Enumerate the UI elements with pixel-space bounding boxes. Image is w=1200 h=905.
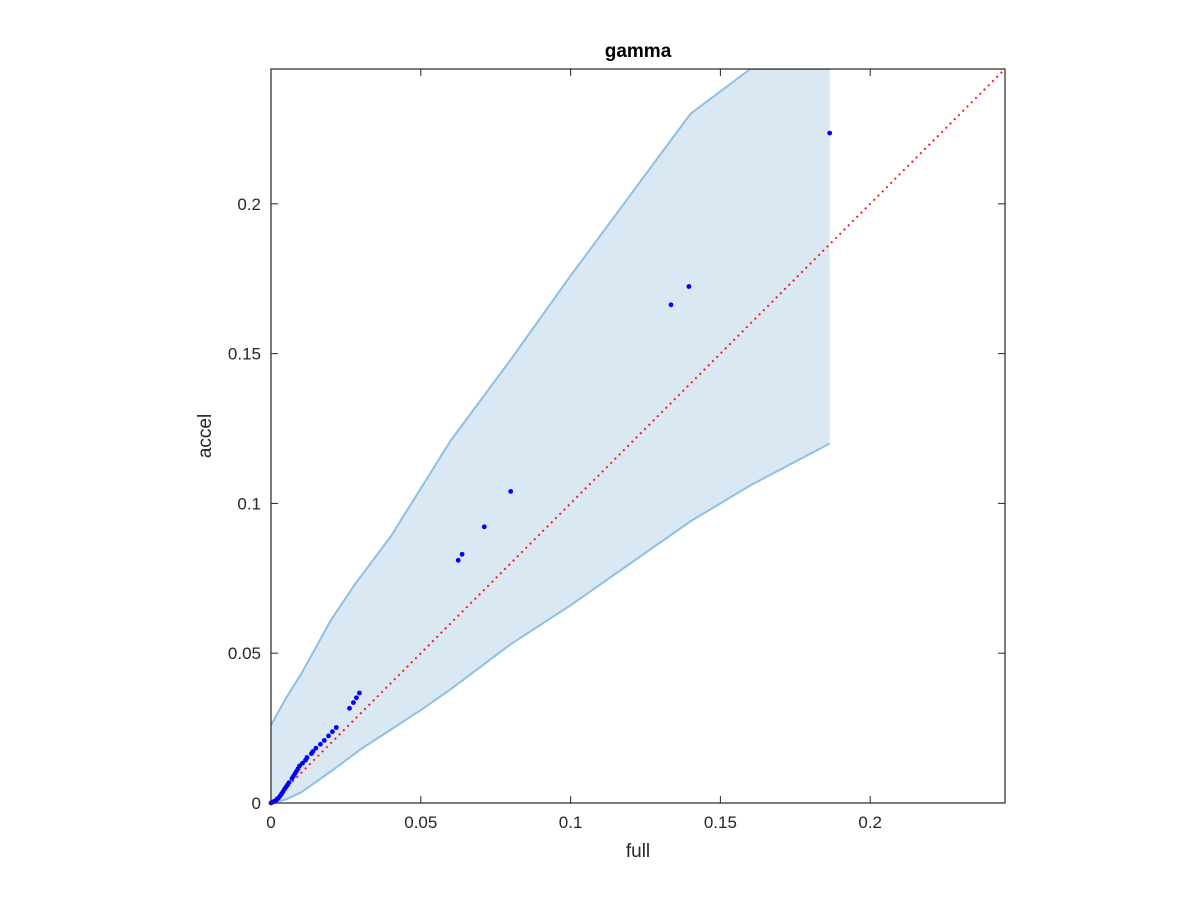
data-point bbox=[300, 760, 305, 766]
data-point bbox=[318, 741, 323, 747]
y-tick-label: 0.2 bbox=[237, 195, 261, 214]
data-point bbox=[333, 725, 339, 730]
axes-frame bbox=[270, 68, 1006, 804]
x-tick-label: 0.15 bbox=[704, 813, 737, 832]
data-point bbox=[321, 738, 327, 743]
band-upper-edge bbox=[271, 69, 830, 726]
band-lower-edge bbox=[271, 442, 831, 803]
data-point bbox=[668, 302, 674, 308]
data-point bbox=[304, 755, 310, 760]
axis-ticks: 0 0.05 0.1 0.15 0.2 0 0.05 0.1 0.15 0.2 bbox=[228, 69, 1005, 832]
data-point bbox=[330, 729, 335, 735]
band-fill bbox=[271, 69, 830, 803]
y-tick-label: 0.1 bbox=[237, 494, 261, 513]
data-point bbox=[326, 733, 331, 739]
x-tick-label: 0.05 bbox=[404, 813, 437, 832]
data-point bbox=[481, 524, 487, 530]
data-point bbox=[313, 745, 319, 751]
x-axis-label: full bbox=[626, 841, 650, 862]
axes-box bbox=[270, 68, 1006, 804]
data-point bbox=[286, 780, 292, 785]
data-point bbox=[827, 130, 833, 136]
x-tick-label: 0.1 bbox=[559, 813, 583, 832]
reference-line bbox=[270, 68, 1006, 804]
data-point bbox=[686, 284, 692, 289]
confidence-band bbox=[271, 69, 831, 803]
data-point bbox=[508, 489, 514, 494]
data-point bbox=[455, 557, 461, 563]
x-tick-label: 0.2 bbox=[858, 813, 882, 832]
data-point bbox=[354, 695, 359, 701]
y-tick-label: 0.05 bbox=[228, 644, 261, 663]
data-point bbox=[347, 705, 352, 711]
data-point bbox=[357, 690, 362, 696]
reference-line-layer bbox=[270, 68, 1006, 804]
x-tick-label: 0 bbox=[266, 813, 275, 832]
chart-title: gamma bbox=[605, 41, 672, 62]
y-tick-label: 0.15 bbox=[228, 345, 261, 364]
data-point bbox=[459, 551, 465, 557]
data-point bbox=[351, 700, 356, 705]
y-tick-label: 0 bbox=[252, 794, 261, 813]
y-axis-label: accel bbox=[195, 414, 216, 458]
data-point bbox=[310, 749, 316, 754]
